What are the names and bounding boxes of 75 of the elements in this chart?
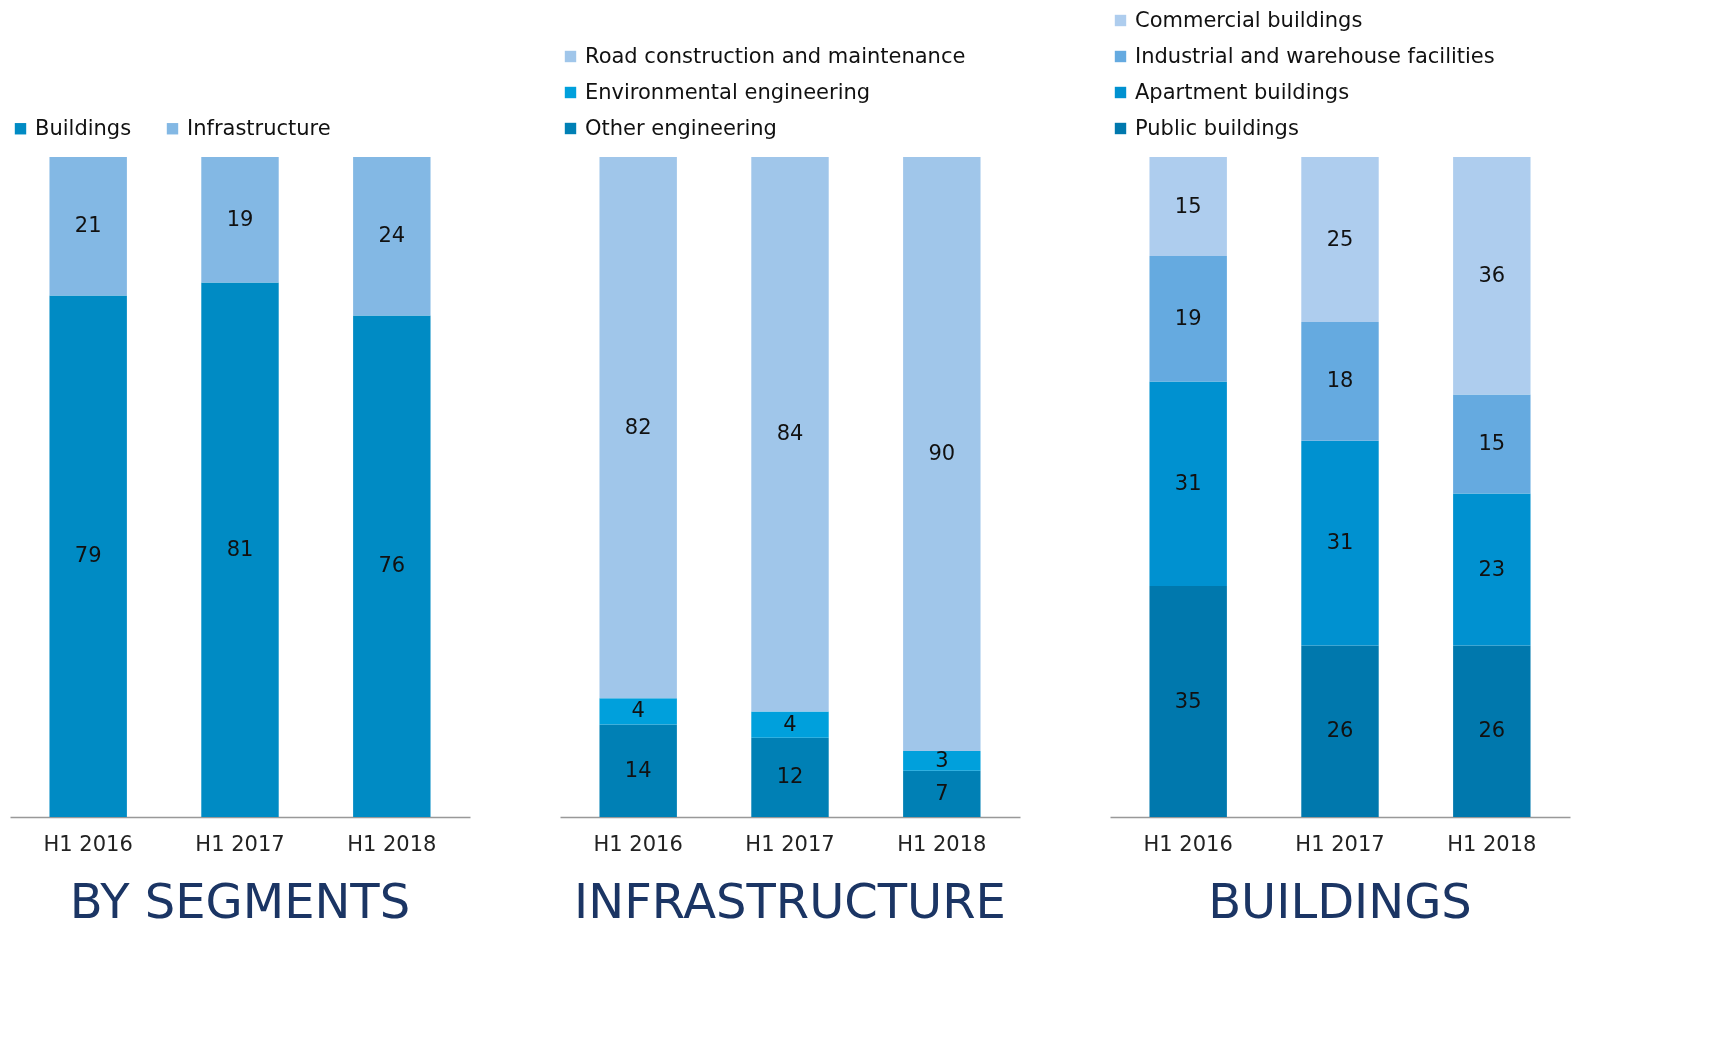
legend-label: Environmental engineering <box>585 79 871 104</box>
data-label: 35 <box>1174 688 1202 713</box>
bar <box>599 698 677 725</box>
data-label: 19 <box>1174 305 1202 330</box>
x-tick-label: H1 2017 <box>1295 831 1385 856</box>
data-label: 84 <box>776 421 804 446</box>
x-tick-label: H1 2018 <box>897 831 987 856</box>
text: INFRASTRUCTURE <box>574 873 1006 929</box>
bar <box>1149 381 1227 586</box>
bar <box>903 770 981 817</box>
bar <box>353 315 431 817</box>
bar <box>1453 645 1531 817</box>
bar <box>751 711 829 738</box>
legend-label: Road construction and maintenance <box>585 43 966 68</box>
data-label: 36 <box>1478 262 1506 287</box>
data-label: 4 <box>783 711 797 736</box>
data-label: 82 <box>624 414 652 439</box>
bar <box>201 282 279 817</box>
data-label: 23 <box>1478 556 1506 581</box>
x-tick-label: H1 2017 <box>745 831 835 856</box>
data-label: 12 <box>776 764 804 789</box>
bar <box>751 737 829 817</box>
x-tick-label: H1 2017 <box>195 831 285 856</box>
data-label: 26 <box>1326 718 1354 743</box>
x-tick-label: H1 2018 <box>347 831 437 856</box>
legend-label: Commercial buildings <box>1135 7 1363 32</box>
data-label: 3 <box>935 747 949 772</box>
bar <box>1149 256 1227 382</box>
legend-label: Industrial and warehouse facilities <box>1135 43 1495 68</box>
data-label: 81 <box>226 536 254 561</box>
data-label: 7 <box>935 780 949 805</box>
x-tick-label: H1 2016 <box>593 831 683 856</box>
legend-label: Infrastructure <box>187 115 331 140</box>
data-label: 14 <box>624 757 652 782</box>
data-label: 18 <box>1326 368 1354 393</box>
bar <box>1453 394 1531 494</box>
data-label: 4 <box>631 698 645 723</box>
bar <box>49 157 127 296</box>
data-label: 15 <box>1174 193 1202 218</box>
data-label: 26 <box>1478 718 1506 743</box>
bar <box>1453 157 1531 395</box>
bar <box>1301 322 1379 441</box>
bar <box>1149 586 1227 817</box>
data-label: 79 <box>74 543 102 568</box>
text: BY SEGMENTS <box>69 873 411 929</box>
bar <box>1301 440 1379 646</box>
bar <box>353 157 431 316</box>
data-label: 31 <box>1326 530 1354 555</box>
legend-label: Buildings <box>35 115 132 140</box>
data-label: 19 <box>226 206 254 231</box>
bar <box>1301 645 1379 817</box>
data-label: 21 <box>74 213 102 238</box>
bar <box>599 157 677 699</box>
bar <box>599 724 677 817</box>
bar <box>903 157 981 751</box>
bar <box>49 295 127 817</box>
x-tick-label: H1 2018 <box>1447 831 1537 856</box>
data-label: 31 <box>1174 470 1202 495</box>
legend-label: Apartment buildings <box>1135 79 1350 104</box>
bar <box>751 157 829 712</box>
data-label: 90 <box>928 441 956 465</box>
x-tick-label: H1 2016 <box>1143 831 1233 856</box>
bar <box>1453 493 1531 646</box>
data-label: 25 <box>1326 226 1354 251</box>
data-label: 24 <box>378 223 406 248</box>
x-tick-label: H1 2016 <box>43 831 133 856</box>
bar <box>1301 157 1379 322</box>
bar <box>201 157 279 283</box>
data-label: 15 <box>1478 431 1506 456</box>
legend-label: Public buildings <box>1135 115 1299 140</box>
legend-label: Other engineering <box>585 115 777 140</box>
data-label: 76 <box>378 553 406 578</box>
bar <box>903 751 981 771</box>
text: BUILDINGS <box>1208 873 1472 929</box>
bar <box>1149 157 1227 256</box>
